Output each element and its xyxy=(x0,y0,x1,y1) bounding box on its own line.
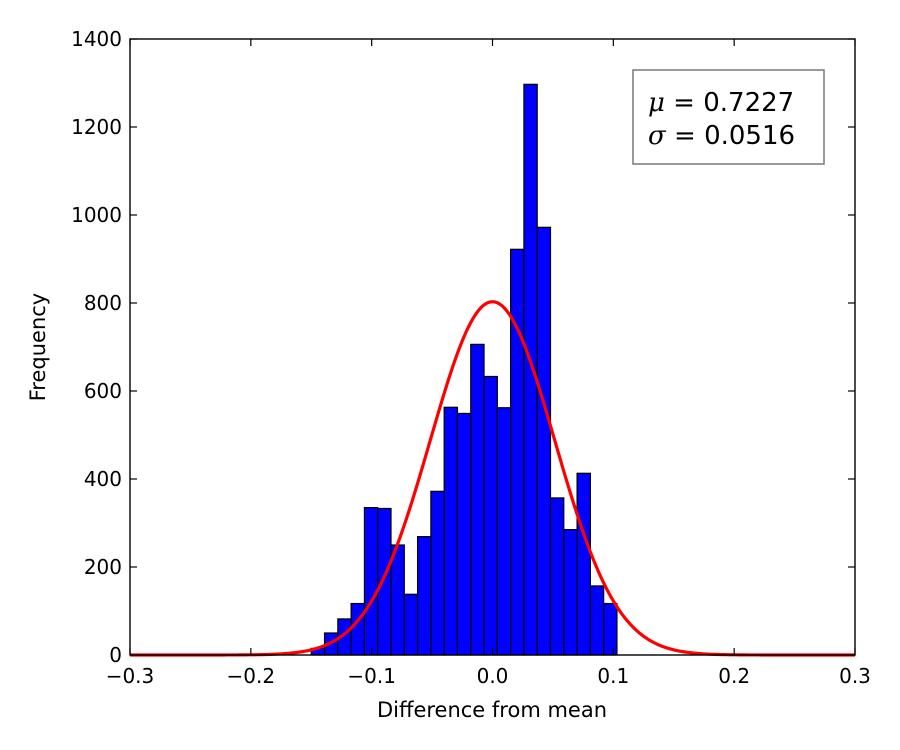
x-tick-label: 0.0 xyxy=(477,664,509,688)
x-tick-label: −0.3 xyxy=(106,664,155,688)
x-tick-label: −0.2 xyxy=(227,664,276,688)
legend-box: μ = 0.7227 σ = 0.0516 xyxy=(632,69,825,165)
legend-frame xyxy=(632,69,825,165)
histogram-bars xyxy=(310,83,618,656)
histogram-bar xyxy=(510,248,525,656)
histogram-bar xyxy=(456,412,472,656)
legend-sigma-value: = 0.0516 xyxy=(666,121,795,151)
histogram-bar xyxy=(483,375,498,656)
histogram-bar xyxy=(430,490,445,656)
legend-mu-symbol: μ xyxy=(648,88,665,118)
legend-mu-line: μ = 0.7227 xyxy=(648,88,794,118)
y-tick-label: 800 xyxy=(84,291,122,315)
histogram-bar xyxy=(443,406,459,656)
y-tick-label: 1000 xyxy=(71,203,122,227)
histogram-bar xyxy=(523,83,538,656)
x-tick-label: −0.1 xyxy=(347,664,396,688)
histogram-bar xyxy=(350,602,366,656)
y-tick-label: 0 xyxy=(109,643,122,667)
y-axis-ticks: 0 200 400 600 800 1000 1200 1400 xyxy=(71,27,855,667)
histogram-bar xyxy=(603,602,618,656)
x-axis-title: Difference from mean xyxy=(377,698,607,722)
y-tick-label: 600 xyxy=(84,379,122,403)
x-tick-label: 0.2 xyxy=(718,664,750,688)
histogram-bar xyxy=(416,536,432,656)
x-axis-ticks: −0.3 −0.2 −0.1 0.0 0.1 0.2 0.3 xyxy=(106,39,871,688)
histogram-bar xyxy=(390,544,405,656)
y-tick-label: 1400 xyxy=(71,27,122,51)
histogram-bar xyxy=(377,507,392,656)
histogram-bar xyxy=(496,407,512,656)
histogram-bar xyxy=(563,528,578,656)
x-tick-label: 0.1 xyxy=(597,664,629,688)
histogram-bar xyxy=(576,472,591,656)
legend-mu-value: = 0.7227 xyxy=(665,88,794,118)
histogram-bar xyxy=(536,226,552,656)
y-tick-label: 1200 xyxy=(71,115,122,139)
histogram-bar xyxy=(470,343,485,656)
y-axis-title: Frequency xyxy=(26,293,50,402)
histogram-bar xyxy=(549,497,565,656)
y-tick-label: 400 xyxy=(84,467,122,491)
histogram-bar xyxy=(589,585,605,656)
legend-sigma-symbol: σ xyxy=(648,121,667,151)
y-tick-label: 200 xyxy=(84,555,122,579)
histogram-bar xyxy=(363,507,379,656)
legend-sigma-line: σ = 0.0516 xyxy=(648,121,795,151)
histogram-bar xyxy=(403,593,419,656)
x-tick-label: 0.3 xyxy=(839,664,871,688)
